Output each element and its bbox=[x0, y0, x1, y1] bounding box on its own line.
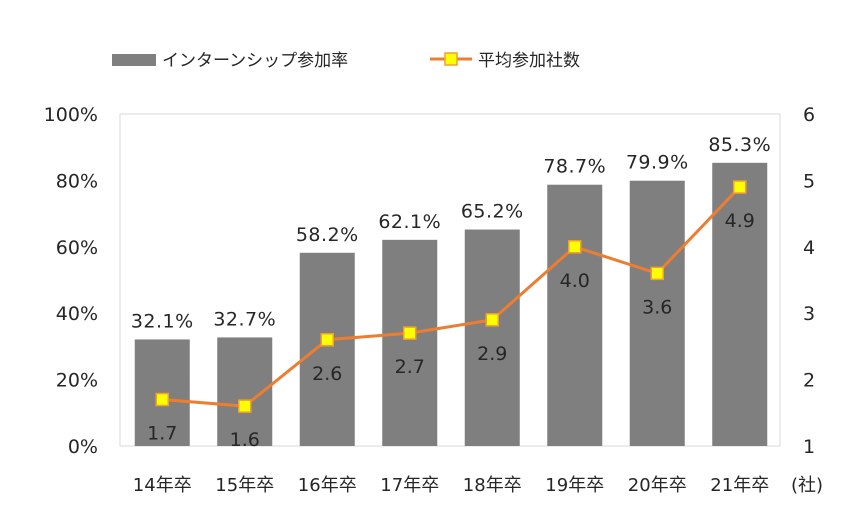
bar bbox=[712, 162, 768, 446]
x-tick-label: 18年卒 bbox=[463, 475, 522, 496]
x-axis: 14年卒 15年卒 16年卒 17年卒 18年卒 19年卒 20年卒 21年卒 bbox=[133, 475, 769, 496]
y-left-tick-label: 40% bbox=[56, 303, 98, 325]
x-tick-label: 21年卒 bbox=[710, 475, 769, 496]
legend: インターンシップ参加率 平均参加社数 bbox=[112, 51, 580, 71]
line-value-label: 4.9 bbox=[725, 210, 755, 232]
y-left-tick-label: 80% bbox=[56, 170, 98, 192]
bar-value-label: 32.1% bbox=[131, 310, 194, 332]
line-marker bbox=[485, 313, 499, 327]
y-left-tick-label: 20% bbox=[56, 370, 98, 392]
line-value-label: 2.9 bbox=[477, 343, 507, 365]
x-tick-label: 16年卒 bbox=[298, 475, 357, 496]
line-data-labels: 1.7 1.6 2.6 2.7 2.9 4.0 3.6 4.9 bbox=[147, 210, 755, 451]
bar bbox=[547, 184, 603, 446]
y-left-tick-label: 100% bbox=[44, 104, 98, 126]
line-marker bbox=[320, 333, 334, 347]
legend-swatch-bar bbox=[112, 54, 156, 66]
series-line bbox=[162, 186, 741, 408]
bar-value-label: 58.2% bbox=[296, 224, 359, 246]
x-tick-label: 19年卒 bbox=[545, 475, 604, 496]
line-value-label: 3.6 bbox=[642, 296, 672, 318]
y-axis-right-unit: (社) bbox=[791, 475, 823, 496]
line-value-label: 1.6 bbox=[230, 429, 260, 451]
line-marker bbox=[650, 266, 664, 281]
y-right-tick-label: 5 bbox=[803, 170, 815, 192]
bar bbox=[629, 180, 685, 446]
x-tick-label: 14年卒 bbox=[133, 475, 192, 496]
line-marker bbox=[568, 240, 582, 254]
line-series bbox=[155, 180, 747, 413]
bar-data-labels: 32.1% 32.7% 58.2% 62.1% 65.2% 78.7% 79.9% 85.3% bbox=[131, 134, 771, 333]
y-axis-left: 0% 20% 40% 60% 80% 100% bbox=[44, 104, 98, 458]
line-marker bbox=[238, 399, 252, 413]
bar bbox=[299, 252, 355, 446]
bar-value-label: 65.2% bbox=[461, 201, 524, 223]
bar-value-label: 79.9% bbox=[626, 152, 689, 174]
line-value-label: 1.7 bbox=[147, 423, 177, 445]
line-marker bbox=[733, 180, 747, 194]
x-tick-label: 15年卒 bbox=[215, 475, 274, 496]
bar bbox=[134, 339, 190, 446]
legend-label-line: 平均参加社数 bbox=[478, 51, 580, 71]
y-right-tick-label: 2 bbox=[803, 370, 815, 392]
line-value-label: 2.7 bbox=[395, 356, 425, 378]
bar-value-label: 78.7% bbox=[543, 156, 606, 178]
x-tick-label: 17年卒 bbox=[380, 475, 439, 496]
line-value-label: 2.6 bbox=[312, 363, 342, 385]
y-right-tick-label: 3 bbox=[803, 303, 815, 325]
bar bbox=[382, 239, 438, 446]
bar bbox=[464, 229, 520, 446]
bar-value-label: 32.7% bbox=[213, 308, 276, 330]
line-marker bbox=[155, 392, 169, 407]
x-tick-label: 20年卒 bbox=[628, 475, 687, 496]
y-axis-right: 1 2 3 4 5 6 bbox=[803, 104, 815, 458]
line-value-label: 4.0 bbox=[560, 270, 590, 292]
legend-label-bar: インターンシップ参加率 bbox=[162, 51, 348, 71]
line-marker bbox=[403, 326, 417, 340]
y-right-tick-label: 4 bbox=[803, 237, 815, 259]
bar-value-label: 62.1% bbox=[378, 211, 441, 233]
y-right-tick-label: 1 bbox=[803, 436, 815, 458]
bar-value-label: 85.3% bbox=[708, 134, 771, 156]
legend-swatch-marker bbox=[444, 52, 458, 66]
plot-area-border bbox=[119, 113, 781, 447]
y-left-tick-label: 60% bbox=[56, 237, 98, 259]
y-left-tick-label: 0% bbox=[68, 436, 98, 458]
y-right-tick-label: 6 bbox=[803, 104, 815, 126]
bar-series bbox=[134, 162, 768, 446]
